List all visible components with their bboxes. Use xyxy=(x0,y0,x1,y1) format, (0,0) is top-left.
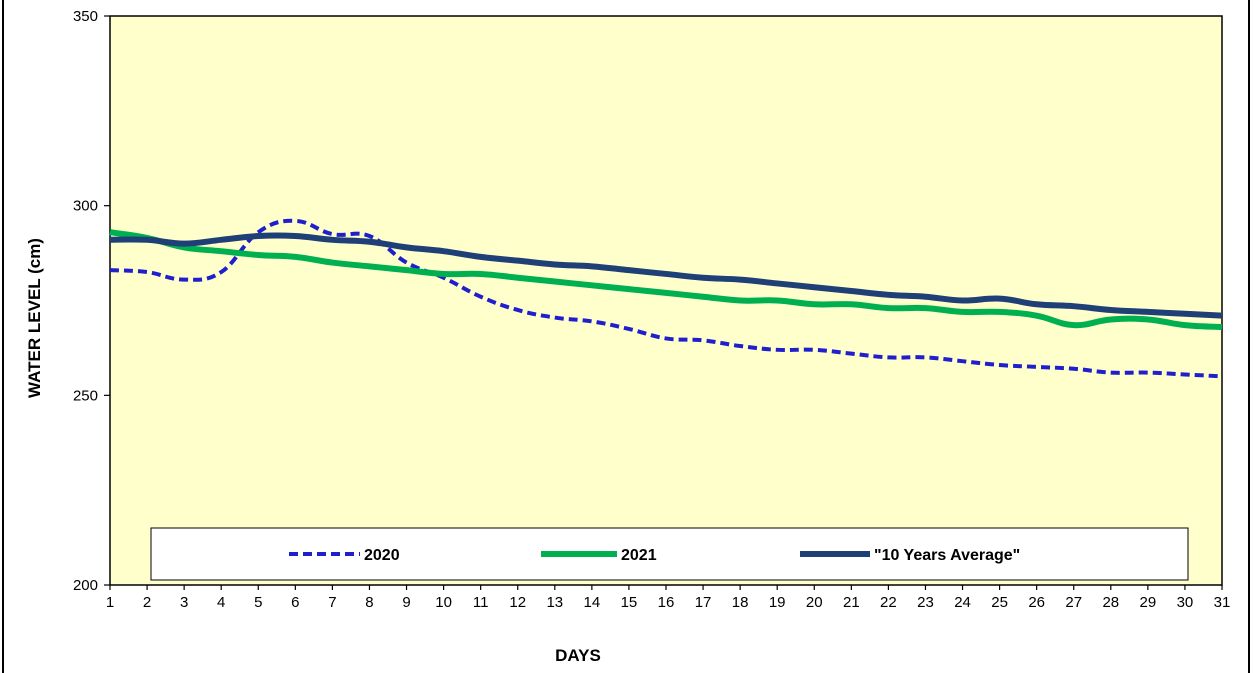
x-tick-label-28: 28 xyxy=(1102,594,1119,611)
x-tick-label-17: 17 xyxy=(695,594,712,611)
x-tick-label-16: 16 xyxy=(658,594,675,611)
y-axis: 200 250 300 350 xyxy=(73,8,110,594)
x-tick-label-7: 7 xyxy=(328,594,336,611)
legend-label-2021: 2021 xyxy=(621,547,657,564)
legend-label-10-years-average: "10 Years Average" xyxy=(874,547,1020,564)
y-tick-label-250: 250 xyxy=(73,387,98,404)
series-lines xyxy=(109,218,1223,379)
x-tick-label-20: 20 xyxy=(806,594,823,611)
plot-area xyxy=(109,15,1223,586)
x-tick-label-12: 12 xyxy=(509,594,526,611)
x-tick-label-19: 19 xyxy=(769,594,786,611)
y-axis-title: WATER LEVEL (cm) xyxy=(25,238,44,398)
x-tick-label-10: 10 xyxy=(435,594,452,611)
y-tick-label-350: 350 xyxy=(73,8,98,25)
x-tick-label-8: 8 xyxy=(365,594,373,611)
x-tick-label-18: 18 xyxy=(732,594,749,611)
x-tick-label-27: 27 xyxy=(1065,594,1082,611)
x-tick-label-1: 1 xyxy=(106,594,114,611)
legend-label-2020: 2020 xyxy=(364,547,400,564)
x-tick-label-4: 4 xyxy=(217,594,225,611)
x-tick-label-15: 15 xyxy=(621,594,638,611)
y-tick-label-200: 200 xyxy=(73,577,98,594)
x-tick-label-6: 6 xyxy=(291,594,299,611)
series-line-2 xyxy=(109,232,1223,319)
legend: 2020 2021 "10 Years Average" xyxy=(150,527,1189,581)
x-tick-label-2: 2 xyxy=(143,594,151,611)
x-tick-label-24: 24 xyxy=(954,594,971,611)
x-axis: 1 2 3 4 5 6 7 8 9 10 11 12 13 14 15 16 17 18 19 20 21 22 23 24 2… xyxy=(106,585,1231,611)
series-line-0 xyxy=(109,218,1223,379)
x-tick-label-22: 22 xyxy=(880,594,897,611)
x-tick-label-26: 26 xyxy=(1028,594,1045,611)
x-tick-label-11: 11 xyxy=(473,594,489,611)
x-tick-label-31: 31 xyxy=(1214,594,1231,611)
x-tick-label-30: 30 xyxy=(1177,594,1194,611)
y-tick-label-300: 300 xyxy=(73,198,98,215)
x-tick-label-5: 5 xyxy=(254,594,262,611)
x-tick-label-25: 25 xyxy=(991,594,1008,611)
x-axis-title: DAYS xyxy=(555,646,601,665)
x-tick-label-14: 14 xyxy=(584,594,601,611)
x-tick-label-13: 13 xyxy=(546,594,563,611)
x-tick-label-9: 9 xyxy=(402,594,410,611)
x-tick-label-21: 21 xyxy=(843,594,860,611)
series-line-1 xyxy=(109,229,1223,331)
x-tick-label-23: 23 xyxy=(917,594,934,611)
x-tick-label-3: 3 xyxy=(180,594,188,611)
x-tick-label-29: 29 xyxy=(1140,594,1157,611)
